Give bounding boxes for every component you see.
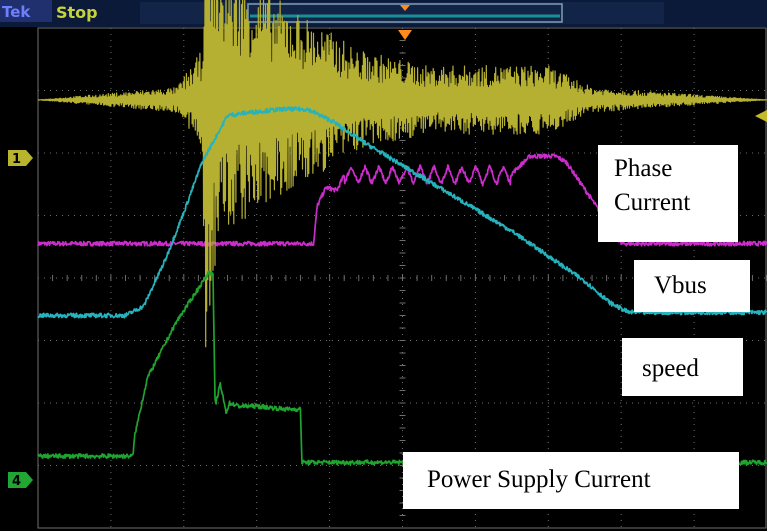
trace-phase-current xyxy=(37,0,767,348)
vbus-label: Vbus xyxy=(634,260,750,312)
vbus-label-text: Vbus xyxy=(654,272,707,299)
brand-label: Tek xyxy=(2,3,31,21)
phase-current-label-line2: Current xyxy=(614,189,691,216)
power-supply-current-label-text: Power Supply Current xyxy=(427,466,651,493)
channel-1-marker: 1 xyxy=(8,150,33,167)
channel-4-label: 4 xyxy=(12,474,21,489)
speed-label-text: speed xyxy=(642,355,699,382)
power-supply-current-label: Power Supply Current xyxy=(403,452,739,509)
channel-1-label: 1 xyxy=(12,152,21,167)
trigger-time-marker xyxy=(398,30,412,40)
trigger-position-marker xyxy=(400,5,410,11)
channel-4-marker: 4 xyxy=(8,472,33,489)
record-view-bracket xyxy=(247,3,563,23)
acquisition-state: Stop xyxy=(56,3,98,22)
phase-current-label: Phase Current xyxy=(598,145,738,242)
trigger-level-marker xyxy=(755,110,767,122)
trace-vbus xyxy=(37,153,767,247)
speed-label: speed xyxy=(622,338,743,396)
status-bar: Tek Stop xyxy=(0,0,767,27)
phase-current-label-line1: Phase xyxy=(614,155,673,182)
